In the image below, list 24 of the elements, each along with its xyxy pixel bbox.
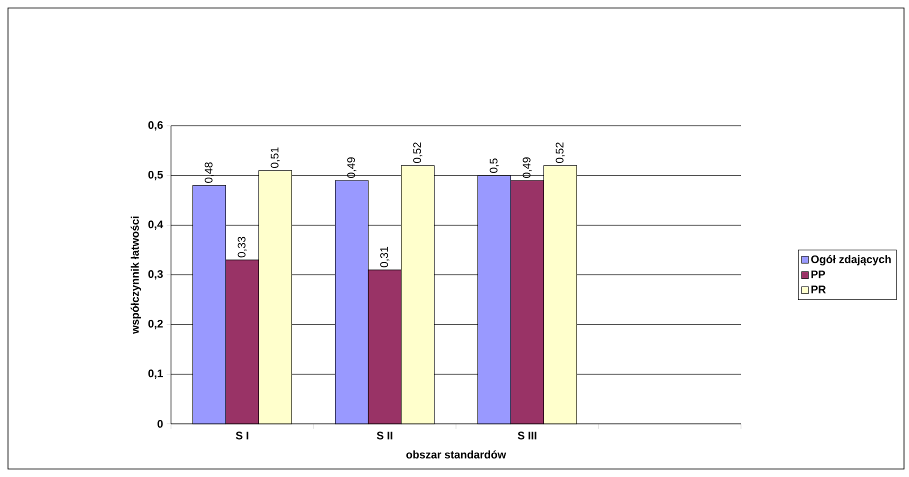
y-tick-label: 0,2 — [148, 320, 163, 330]
x-tick-label: S II — [376, 432, 392, 440]
data-label: 0,52 — [413, 142, 422, 163]
legend-label: PR — [811, 286, 826, 294]
y-tick-label: 0,3 — [148, 270, 163, 280]
y-tick-label: 0,1 — [148, 370, 163, 379]
legend-label: Ogół zdających — [811, 255, 891, 266]
data-label: 0,49 — [522, 157, 532, 178]
x-axis-title: obszar standardów — [406, 450, 506, 458]
y-tick-label: 0 — [158, 420, 163, 428]
data-label: 0,48 — [204, 162, 214, 183]
x-tick-label: S III — [518, 432, 536, 440]
y-tick-label: 0,6 — [148, 121, 163, 131]
data-label: 0,33 — [238, 236, 247, 258]
data-label: 0,49 — [347, 157, 356, 178]
data-label: 0,5 — [490, 158, 499, 173]
y-tick-label: 0,5 — [148, 170, 163, 180]
data-label: 0,51 — [270, 147, 280, 168]
legend-label: PP — [811, 270, 826, 278]
y-tick-label: 0,4 — [148, 220, 164, 230]
x-tick-label: S I — [236, 432, 248, 440]
y-axis-title: współczynnik łatwości — [130, 216, 142, 334]
data-label: 0,31 — [380, 246, 390, 268]
data-label: 0,52 — [556, 142, 565, 163]
